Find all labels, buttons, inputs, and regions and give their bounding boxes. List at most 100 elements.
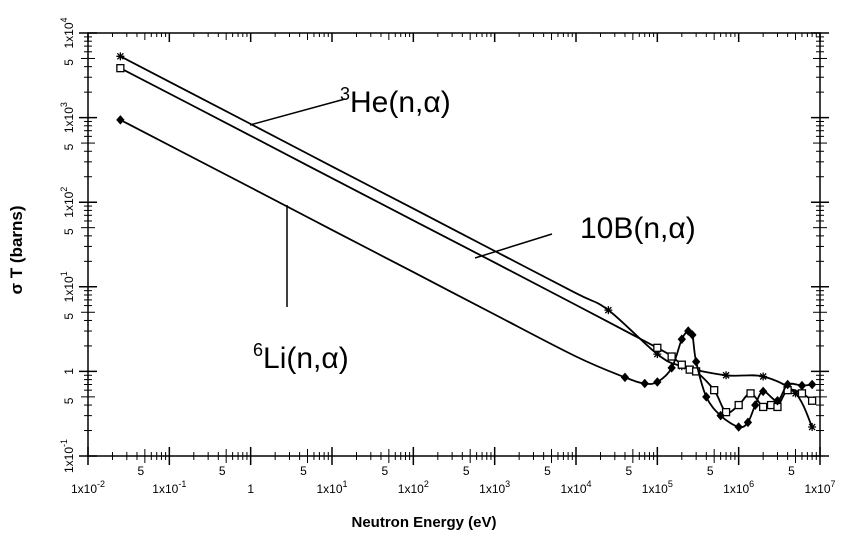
- x-tick-label-base: 1: [247, 482, 254, 496]
- he3-annotation-sup: 3: [340, 84, 350, 104]
- x-tick-label-exp: 4: [587, 479, 592, 489]
- y-tick-five-label: 5: [62, 228, 76, 235]
- series-asterisk-marker: [116, 52, 125, 61]
- he3-annotation-text: He(n,α): [350, 86, 451, 119]
- series-diamond-marker: [667, 363, 676, 373]
- x-tick-label-exp: 2: [424, 479, 429, 489]
- series-square-line: [119, 67, 813, 414]
- series-square-marker: [691, 367, 701, 376]
- series-asterisk-marker: [604, 306, 613, 315]
- series-square-marker: [710, 386, 719, 395]
- y-tick-label-exp: 3: [59, 102, 69, 107]
- x-tick-label-base: 1x10: [560, 482, 586, 496]
- x-tick-five-label: 5: [626, 464, 633, 478]
- series-diamond-marker: [116, 115, 125, 125]
- y-tick-label: 1: [62, 368, 76, 375]
- series-diamond-marker: [716, 410, 725, 421]
- series-diamond-marker: [677, 334, 686, 344]
- y-tick-five-label: 5: [62, 313, 76, 320]
- series-diamond-marker: [620, 372, 630, 383]
- x-tick-label-base: 1x10: [71, 482, 97, 496]
- he3-annotation: 3He(n,α): [340, 84, 451, 119]
- x-tick-label-exp: 6: [749, 479, 754, 489]
- x-tick-label-base: 1x10: [152, 482, 178, 496]
- series-square-marker: [807, 396, 817, 405]
- y-tick-label: 1x102: [59, 187, 76, 218]
- x-tick-five-label: 5: [788, 464, 795, 478]
- x-tick-label-base: 1x10: [723, 482, 749, 496]
- series-diamond-marker: [734, 422, 743, 432]
- x-tick-label-base: 1x10: [642, 482, 668, 496]
- series-diamond-marker: [783, 379, 792, 390]
- series-asterisk-marker: [722, 371, 731, 380]
- x-tick-label: 1: [247, 482, 254, 496]
- series-square-marker: [677, 360, 686, 369]
- series-diamond-marker: [797, 380, 807, 391]
- x-tick-label: 1x103: [479, 479, 510, 496]
- series-diamond-line: [119, 119, 813, 429]
- series-diamond-marker: [691, 357, 701, 367]
- li6-annotation-sup: 6: [253, 340, 263, 360]
- x-tick-label-base: 1x10: [316, 482, 342, 496]
- x-tick-label: 1x106: [723, 479, 754, 496]
- b10-annotation: 10B(n,α): [580, 212, 696, 245]
- y-tick-label-base: 1: [62, 368, 76, 375]
- series-square-marker: [721, 407, 731, 417]
- y-axis-title: σ T (barns): [7, 205, 26, 294]
- series-diamond-marker: [743, 417, 753, 428]
- y-tick-label: 1x103: [59, 102, 76, 133]
- y-tick-label-base: 1x10: [62, 276, 76, 302]
- x-tick-label-exp: 1: [343, 479, 348, 489]
- y-tick-label-base: 1x10: [62, 191, 76, 217]
- series-diamond-marker: [653, 377, 662, 387]
- x-tick-label-exp: 5: [668, 479, 673, 489]
- x-tick-label-base: 1x10: [804, 482, 830, 496]
- series-square-marker: [734, 400, 743, 410]
- x-tick-five-label: 5: [463, 464, 470, 478]
- x-tick-label: 1x105: [642, 479, 673, 496]
- y-tick-label-exp: 1: [59, 271, 69, 276]
- series-diamond-marker: [807, 379, 817, 390]
- y-tick-label: 1x101: [59, 271, 76, 302]
- x-tick-label-exp: 3: [505, 479, 510, 489]
- li6-annotation: 6Li(n,α): [253, 340, 349, 375]
- y-tick-label-exp: 2: [59, 187, 69, 192]
- x-tick-five-label: 5: [707, 464, 714, 478]
- axis-ticks: [79, 32, 829, 465]
- series-diamond-marker: [773, 395, 782, 406]
- x-tick-label: 1x10-1: [152, 479, 186, 496]
- x-tick-label-exp: -1: [178, 479, 186, 489]
- b10-annotation-text: 10B(n,α): [580, 212, 696, 245]
- y-tick-label-base: 1x10: [62, 107, 76, 133]
- series-diamond-marker: [640, 378, 649, 389]
- li6-annotation-text: Li(n,α): [263, 342, 349, 375]
- he3-leader-line: [249, 98, 346, 126]
- series-diamond-marker: [758, 386, 768, 397]
- y-tick-label-exp: -1: [59, 439, 69, 447]
- x-tick-five-label: 5: [382, 464, 389, 478]
- series-asterisk-marker: [759, 372, 768, 381]
- series-asterisk-marker: [791, 389, 800, 398]
- x-tick-label: 1x102: [398, 479, 429, 496]
- series-diamond-marker: [702, 392, 711, 402]
- series-square-marker: [116, 64, 125, 73]
- series-asterisk-line: [119, 55, 813, 428]
- x-tick-five-label: 5: [138, 464, 145, 478]
- x-tick-label-base: 1x10: [398, 482, 424, 496]
- y-tick-label-base: 1x10: [62, 447, 76, 473]
- x-tick-label-exp: 7: [831, 479, 836, 489]
- x-tick-five-label: 5: [300, 464, 307, 478]
- series-square-marker: [797, 389, 807, 398]
- plot-area-frame: [87, 32, 821, 457]
- y-tick-label: 1x104: [59, 17, 76, 48]
- series-square-marker: [667, 352, 676, 361]
- series-layer: [116, 52, 817, 432]
- y-tick-five-label: 5: [62, 59, 76, 66]
- series-asterisk-marker: [653, 350, 662, 359]
- x-tick-label: 1x104: [560, 479, 591, 496]
- series-diamond-marker: [688, 330, 697, 340]
- b10-leader-line: [474, 233, 553, 259]
- y-tick-label: 1x10-1: [59, 439, 76, 473]
- series-asterisk-marker: [808, 423, 817, 432]
